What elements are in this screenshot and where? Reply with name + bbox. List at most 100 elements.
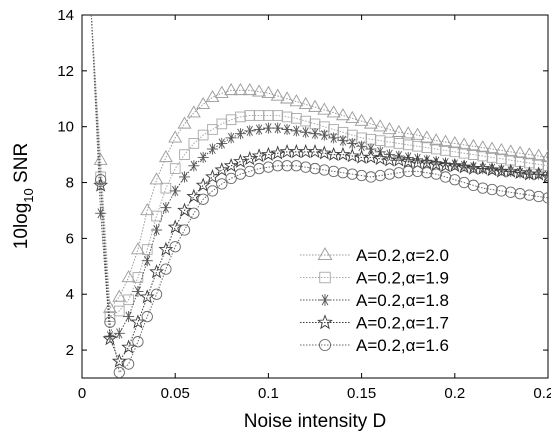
legend-item: A=0.2,α=1.6 [300,336,449,355]
y-axis-label-rest: SNR [11,143,32,188]
data-point [374,169,386,182]
data-point [197,151,209,163]
y-tick-label: 2 [66,342,74,359]
series-line [90,15,548,374]
legend-label: A=0.2,α=1.9 [356,269,449,288]
data-point [206,143,219,155]
data-point [421,154,433,166]
legend: A=0.2,α=2.0 A=0.2,α=1.9 A=0.2,α=1.8 A=0.2,α… [300,246,449,355]
data-point [123,311,135,323]
data-point [383,168,396,180]
data-point [121,270,136,283]
data-point [141,244,153,255]
data-point [188,138,200,149]
data-point [363,116,378,129]
data-point [300,161,312,173]
data-point [428,156,444,171]
data-point [393,150,405,162]
data-point [197,129,209,141]
data-point [513,145,527,158]
data-point [261,85,276,98]
data-point [188,160,200,172]
data-point [531,148,546,161]
y-tick-label: 12 [57,63,74,80]
legend-label: A=0.2,α=1.7 [356,314,449,333]
legend-item: A=0.2,α=2.0 [300,246,449,265]
data-point [225,172,237,185]
axes-layer: 0 0.05 0.1 0.15 0.2 0.25 2 4 6 8 10 12 14 [57,7,551,402]
data-point [188,207,200,219]
legend-item: A=0.2,α=1.8 [300,291,449,310]
series-2 [90,15,548,322]
data-point [522,147,537,160]
y-tick-label: 10 [57,119,74,136]
y-tick-label: 4 [66,286,74,303]
data-point [139,289,155,304]
data-point [290,125,302,137]
legend-marker [317,247,333,260]
data-point [307,144,323,159]
data-point [344,148,360,163]
data-point [270,88,285,101]
data-point [475,140,490,153]
data-point [486,183,498,196]
legend-label: A=0.2,α=2.0 [356,246,449,265]
x-tick-label: 0.25 [533,385,551,402]
data-point [447,157,463,173]
data-point [328,132,340,144]
data-point [224,82,239,96]
data-point [372,151,388,166]
data-point [150,288,163,300]
data-point [345,110,360,123]
data-point [300,126,312,138]
data-point [475,160,491,175]
legend-marker [319,294,331,306]
data-point [140,203,155,216]
data-point [495,185,508,197]
x-tick-label: 0.15 [347,385,376,402]
legend-label: A=0.2,α=1.6 [356,336,449,355]
x-tick-label: 0 [78,385,86,402]
data-point [160,182,172,194]
data-point [466,138,481,151]
data-point [113,366,125,378]
data-point [337,135,349,147]
data-point [456,159,472,174]
legend-item: A=0.2,α=1.9 [300,269,449,288]
y-axis-label-base: 10log [11,203,32,250]
data-point [216,137,228,149]
data-point [318,129,330,141]
data-point [111,353,127,368]
data-point [421,167,433,179]
data-point [158,241,174,256]
data-point [272,122,284,134]
data-point [196,96,211,110]
data-point [281,123,293,136]
data-point [531,166,547,181]
data-point [317,102,332,115]
data-point [160,263,172,275]
data-point [290,160,303,172]
plot-area [81,14,549,379]
data-point [234,128,246,140]
data-point [93,177,109,192]
data-point [169,241,181,253]
data-point [262,122,274,134]
data-point [280,91,294,104]
data-point [149,264,164,279]
series-1 [90,15,548,313]
data-point [419,130,434,143]
data-point [130,242,145,255]
y-axis-label-sub: 10 [21,188,36,202]
data-point [123,294,134,306]
data-point [346,168,358,180]
data-point [540,169,548,184]
data-point [485,141,500,154]
legend-marker [318,338,332,352]
data-point [151,224,163,236]
data-point [158,150,173,163]
data-point [195,177,211,192]
data-point [523,189,536,201]
data-point [168,130,183,143]
